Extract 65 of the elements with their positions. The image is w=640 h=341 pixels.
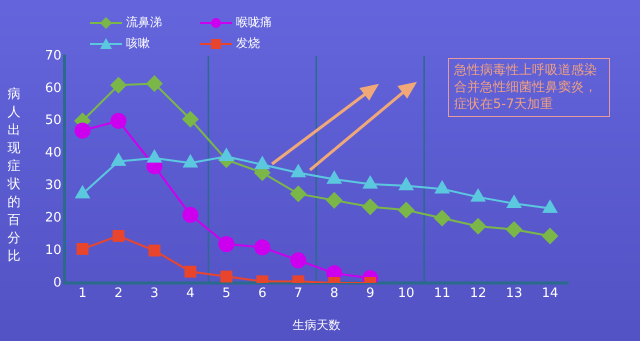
y-tick-label: 0 (53, 275, 62, 290)
point (220, 270, 232, 282)
point (506, 196, 522, 208)
point (327, 171, 342, 184)
point (183, 155, 198, 168)
point (290, 186, 306, 202)
point (506, 221, 522, 238)
y-tick-label: 70 (44, 48, 62, 64)
point (147, 150, 162, 163)
point (471, 189, 486, 202)
point (148, 244, 160, 257)
point (326, 192, 342, 208)
legend-label: 流鼻涕 (126, 15, 162, 29)
point (435, 180, 450, 194)
point (219, 148, 234, 162)
x-tick-label: 3 (150, 286, 159, 302)
x-tick-label: 6 (258, 286, 266, 302)
x-tick-label: 13 (506, 286, 522, 302)
x-tick-label: 10 (398, 286, 414, 302)
point (111, 153, 126, 166)
legend-label: 喉咙痛 (236, 15, 272, 29)
point (434, 210, 450, 226)
point (399, 178, 414, 190)
point (110, 77, 126, 94)
annotation: 急性病毒性上呼吸道感染合并急性细菌性鼻窦炎，症状在5-7天加重 (448, 58, 610, 117)
y-tick-label: 10 (44, 242, 62, 258)
x-tick-label: 1 (78, 286, 87, 302)
point (182, 111, 198, 128)
point (254, 239, 270, 256)
point (74, 122, 91, 139)
y-tick-label: 50 (44, 113, 62, 128)
text: 病人出现症状的百分比 (8, 87, 20, 264)
point (255, 156, 270, 170)
point (76, 243, 88, 255)
x-tick-label: 2 (114, 286, 123, 302)
point (363, 176, 378, 189)
y-tick-label: 20 (44, 210, 62, 226)
point (75, 186, 90, 198)
point (542, 228, 558, 244)
x-tick-label: 8 (330, 286, 338, 302)
x-tick-label: 7 (294, 286, 302, 302)
point (182, 206, 198, 223)
x-tick-label: 12 (470, 286, 486, 302)
point (112, 230, 124, 242)
point (362, 198, 378, 215)
point (184, 266, 196, 278)
y-tick-label: 40 (44, 146, 62, 161)
point (542, 200, 558, 213)
point (146, 76, 162, 92)
point (291, 164, 306, 178)
point (470, 218, 486, 234)
y-tick-label: 60 (44, 80, 62, 96)
x-tick-label: 4 (186, 286, 195, 302)
point (218, 236, 234, 252)
point (290, 252, 306, 268)
point (398, 202, 414, 218)
point (110, 112, 126, 129)
x-tick-label: 5 (222, 286, 231, 302)
legend-label: 发烧 (236, 36, 260, 50)
x-tick-label: 14 (542, 286, 558, 302)
y-tick-label: 30 (44, 178, 62, 194)
x-tick-label: 11 (434, 286, 450, 302)
x-tick-label: 9 (366, 286, 374, 302)
x-axis-title: 生病天数 (292, 318, 340, 332)
legend-label: 咳嗽 (126, 36, 150, 50)
